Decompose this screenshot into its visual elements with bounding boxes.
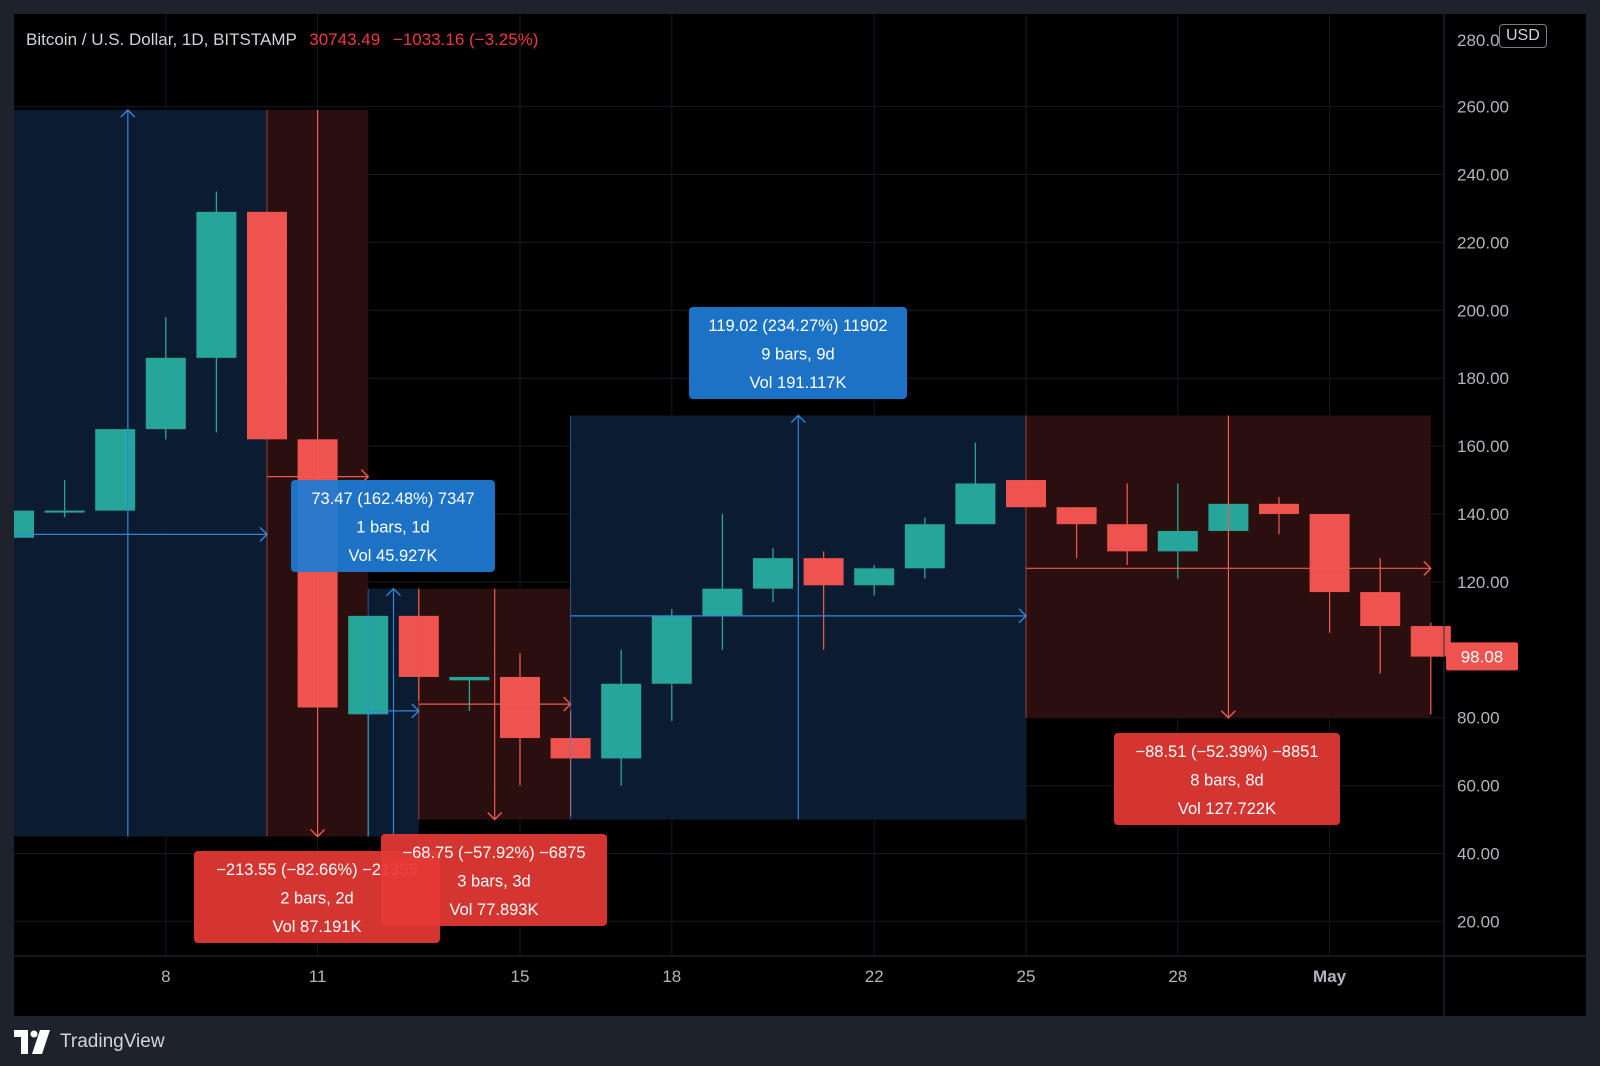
candle-body[interactable]	[803, 558, 844, 586]
measure-label-3[interactable]	[381, 834, 607, 926]
candle-body[interactable]	[702, 588, 743, 616]
measure-label-line: Vol 77.893K	[450, 901, 539, 919]
last-price-value: 98.08	[1461, 647, 1504, 666]
measure-label-line: Vol 127.722K	[1178, 800, 1276, 818]
y-tick-label: 20.00	[1457, 912, 1500, 931]
measure-label-line: Vol 45.927K	[349, 547, 438, 565]
measure-label-5[interactable]	[1114, 733, 1340, 825]
y-tick-label: 260.00	[1457, 98, 1509, 117]
measure-label-line: 9 bars, 9d	[761, 346, 834, 364]
measure-label-line: 73.47 (162.48%) 7347	[311, 490, 474, 508]
tradingview-logo-icon	[14, 1030, 50, 1054]
last-price: 30743.49	[309, 30, 381, 49]
arrow-head	[1423, 560, 1432, 576]
y-tick-label: 200.00	[1457, 301, 1509, 320]
arrow-head	[386, 587, 401, 597]
arrow-head	[790, 414, 806, 424]
y-tick-label: 120.00	[1457, 573, 1509, 592]
measure-label-line: Vol 191.117K	[750, 374, 847, 392]
candle-body[interactable]	[1360, 592, 1401, 627]
y-tick-label: 140.00	[1457, 505, 1509, 524]
candle-body[interactable]	[1056, 507, 1097, 525]
x-tick-label: 22	[865, 967, 884, 986]
y-tick-label-top: 280.00	[1457, 31, 1509, 50]
y-tick-label: 220.00	[1457, 233, 1509, 252]
candle-body[interactable]	[601, 683, 642, 759]
x-tick-label: 28	[1168, 967, 1187, 986]
x-tick-label: 11	[309, 967, 327, 986]
measure-label-line: 2 bars, 2d	[280, 890, 353, 908]
candle-body[interactable]	[500, 676, 540, 739]
measure-label-line: 119.02 (234.27%) 11902	[708, 317, 887, 335]
candle-body[interactable]	[753, 558, 793, 589]
measure-label-line: −88.51 (−52.39%) −8851	[1135, 743, 1318, 761]
y-tick-label: 160.00	[1457, 437, 1509, 456]
currency-button[interactable]: USD	[1499, 24, 1547, 48]
x-tick-label: 25	[1017, 967, 1036, 986]
arrow-head	[1220, 710, 1236, 719]
brand[interactable]: TradingView	[14, 1028, 165, 1056]
candle-body[interactable]	[1259, 503, 1299, 514]
candle-body[interactable]	[145, 357, 186, 430]
candle-body[interactable]	[651, 615, 692, 684]
candle-body[interactable]	[854, 568, 895, 586]
y-tick-label: 180.00	[1457, 369, 1509, 388]
symbol-header: Bitcoin / U.S. Dollar, 1D, BITSTAMP 3074…	[26, 30, 538, 50]
price-change: −1033.16 (−3.25%)	[392, 30, 539, 49]
measure-label-line: 3 bars, 3d	[457, 873, 530, 891]
measure-label-0[interactable]	[291, 480, 495, 572]
candlestick-chart[interactable]: 73.47 (162.48%) 7347 1 bars, 1d Vol 45.927…	[14, 14, 1586, 1016]
chart-frame[interactable]: 73.47 (162.48%) 7347 1 bars, 1d Vol 45.927…	[14, 14, 1586, 1016]
candle-body[interactable]	[955, 483, 996, 525]
y-tick-label: 240.00	[1457, 166, 1509, 185]
last-price-badge[interactable]	[1446, 642, 1518, 671]
candle-body[interactable]	[44, 510, 85, 513]
candle-body[interactable]	[1107, 524, 1148, 552]
arrow-head	[120, 109, 136, 118]
measure-label-line: 8 bars, 8d	[1190, 772, 1263, 790]
arrow-head	[310, 829, 326, 838]
measure-label-4[interactable]	[689, 307, 907, 399]
x-tick-label: 15	[511, 967, 530, 986]
y-tick-label: 60.00	[1457, 777, 1500, 796]
measure-label-line: 1 bars, 1d	[356, 519, 429, 537]
candle-body[interactable]	[1410, 626, 1451, 657]
symbol-title: Bitcoin / U.S. Dollar, 1D, BITSTAMP	[26, 30, 297, 49]
candle-body[interactable]	[95, 429, 136, 511]
measure-label-line: −68.75 (−57.92%) −6875	[402, 844, 585, 862]
candle-body[interactable]	[1309, 514, 1350, 593]
arrow-head	[487, 812, 503, 821]
brand-name: TradingView	[60, 1031, 165, 1052]
candle-body[interactable]	[904, 524, 945, 569]
candle-body[interactable]	[1157, 530, 1198, 552]
measure-label-1[interactable]	[194, 851, 440, 943]
x-tick-label: 18	[662, 967, 681, 986]
candle-body[interactable]	[14, 510, 34, 538]
measure-label-line: Vol 87.191K	[273, 918, 362, 936]
candle-body[interactable]	[449, 676, 490, 681]
y-tick-label: 80.00	[1457, 709, 1500, 728]
x-tick-label: 8	[161, 967, 170, 986]
measure-label-line: −213.55 (−82.66%) −21355	[216, 861, 417, 879]
candle-body[interactable]	[196, 211, 237, 358]
x-tick-label: May	[1313, 967, 1347, 986]
y-tick-label: 40.00	[1457, 845, 1500, 864]
